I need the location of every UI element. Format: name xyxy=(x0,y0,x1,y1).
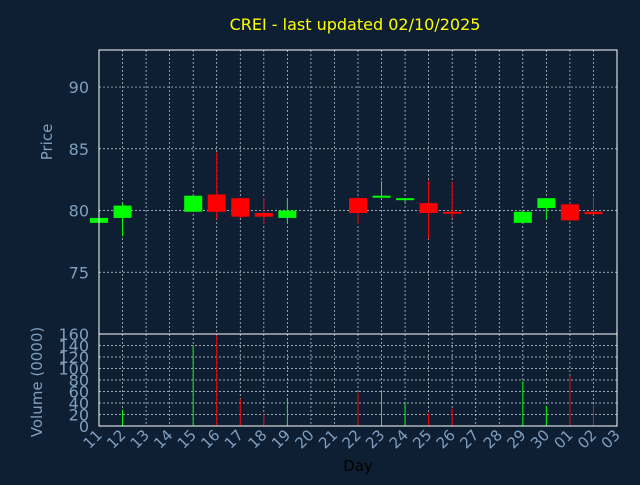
price-y-tick-label: 90 xyxy=(69,78,89,97)
price-axis-label: Price xyxy=(38,124,56,161)
candle-body xyxy=(231,198,250,217)
candle-body xyxy=(513,211,532,223)
x-tick-label: 28 xyxy=(480,426,506,452)
volume-y-tick-label: 80 xyxy=(69,371,89,390)
x-axis-label: Day xyxy=(343,457,373,475)
x-tick-labels: 1112131415161718192021222324252627282930… xyxy=(80,426,624,452)
candle-body xyxy=(254,212,273,217)
price-y-tick-label: 75 xyxy=(69,263,89,282)
volume-y-tick-label: 0 xyxy=(79,417,89,436)
x-tick-label: 01 xyxy=(551,426,577,452)
x-tick-label: 19 xyxy=(268,426,294,452)
x-tick-label: 20 xyxy=(292,426,318,452)
x-tick-label: 14 xyxy=(150,426,176,452)
candle-body xyxy=(184,195,203,212)
price-grid xyxy=(98,50,618,334)
candle-body xyxy=(584,211,603,215)
price-y-tick-label: 85 xyxy=(69,140,89,159)
x-tick-label: 15 xyxy=(174,426,200,452)
x-tick-label: 02 xyxy=(574,426,600,452)
volume-y-tick-label: 40 xyxy=(69,394,89,413)
x-tick-label: 24 xyxy=(386,426,412,452)
candle-body xyxy=(349,198,367,213)
volume-bars xyxy=(122,335,594,426)
x-tick-label: 21 xyxy=(315,426,341,452)
volume-axis-label: Volume (0000) xyxy=(28,327,46,437)
price-y-tick-label: 80 xyxy=(69,202,89,221)
candle-body xyxy=(443,211,462,214)
x-tick-label: 26 xyxy=(433,426,459,452)
volume-frame xyxy=(98,333,618,427)
x-tick-label: 17 xyxy=(221,426,247,452)
candle-body xyxy=(113,205,132,218)
x-tick-label: 30 xyxy=(527,426,553,452)
volume-y-tick-label: 140 xyxy=(58,337,89,356)
volume-y-tick-label: 120 xyxy=(58,348,89,367)
volume-y-tick-label: 100 xyxy=(58,360,89,379)
candle-body xyxy=(372,195,391,198)
x-tick-label: 03 xyxy=(598,426,624,452)
x-tick-label: 12 xyxy=(103,426,129,452)
x-tick-label: 13 xyxy=(127,426,153,452)
x-tick-label: 27 xyxy=(456,426,482,452)
x-tick-label: 18 xyxy=(244,426,270,452)
candle-body xyxy=(560,204,579,221)
price-panel: 75 80 85 90 Price xyxy=(38,49,618,335)
candle-body xyxy=(419,203,438,213)
price-candles xyxy=(90,152,603,239)
candle-body xyxy=(537,198,556,209)
volume-y-tick-label: 160 xyxy=(58,325,89,344)
candle-body xyxy=(278,210,297,218)
price-y-tick-labels: 75 80 85 90 xyxy=(69,78,89,282)
x-tick-label: 22 xyxy=(339,426,365,452)
candle-body xyxy=(207,194,226,212)
x-tick-label: 23 xyxy=(362,426,388,452)
volume-y-tick-label: 60 xyxy=(69,383,89,402)
x-tick-label: 16 xyxy=(197,426,223,452)
chart-title: CREI - last updated 02/10/2025 xyxy=(230,15,481,34)
x-tick-label: 25 xyxy=(409,426,435,452)
candle-body xyxy=(396,198,415,201)
volume-y-tick-label: 20 xyxy=(69,406,89,425)
x-tick-label: 29 xyxy=(503,426,529,452)
